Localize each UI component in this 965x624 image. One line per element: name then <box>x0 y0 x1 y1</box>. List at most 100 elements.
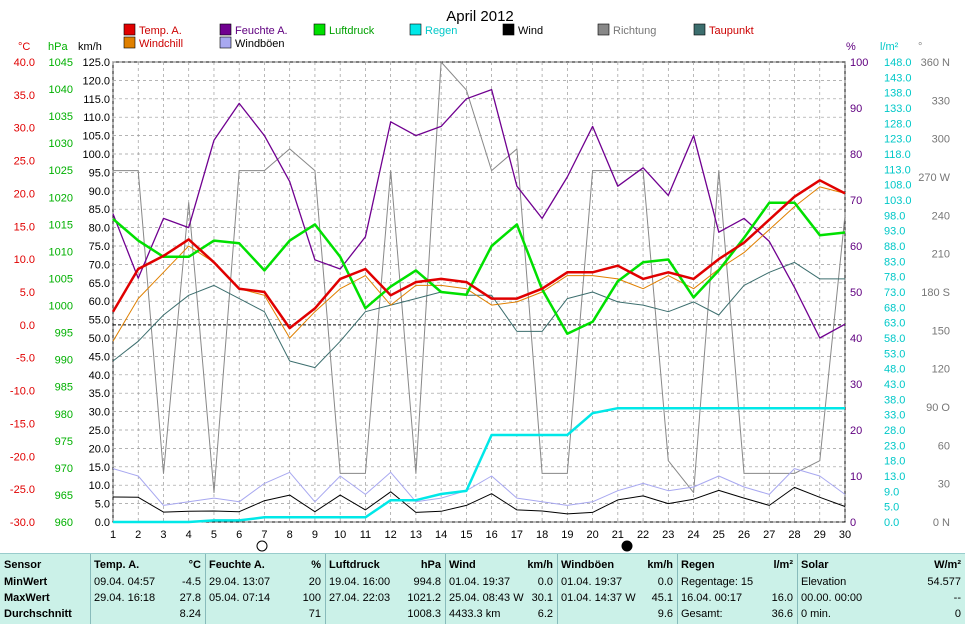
x-tick: 23 <box>662 529 674 541</box>
stats-cell-when: 01.04. 14:37 W <box>561 592 636 604</box>
direction-tick: 0 N <box>933 517 950 529</box>
stats-column-unit: hPa <box>420 559 441 571</box>
legend-swatch <box>219 36 232 49</box>
stats-cell: 25.04. 08:43 W 30.1 <box>449 591 553 606</box>
stats-cell-when: Regentage: 15 <box>681 576 754 588</box>
x-tick: 7 <box>261 529 267 541</box>
temp-tick: -10.0 <box>10 386 35 398</box>
stats-cell-when: 16.04. 00:17 <box>681 592 743 604</box>
x-tick: 2 <box>135 529 141 541</box>
stats-cell-value: 36.6 <box>771 608 793 620</box>
rain-tick: 43.0 <box>884 379 905 391</box>
legend-swatch <box>123 36 136 49</box>
stats-cell-value: 994.8 <box>413 576 441 588</box>
stats-cell-value: 16.0 <box>771 592 793 604</box>
rain-unit-label: l/m² <box>880 41 899 53</box>
stats-column: Regen l/m² Regentage: 15 16.04. 00:17 16.0 Ge… <box>677 554 798 624</box>
stats-column: Solar W/m² Elevation 54.577 00.00. 00:00 -- 0 … <box>797 554 965 624</box>
wind-tick: 15.0 <box>89 462 110 474</box>
x-tick: 28 <box>788 529 800 541</box>
stats-cell-value: 9.6 <box>657 608 673 620</box>
x-tick: 24 <box>687 529 699 541</box>
pressure-tick: 995 <box>55 328 73 340</box>
x-tick: 26 <box>738 529 750 541</box>
pressure-tick: 1005 <box>49 273 73 285</box>
rain-tick: 83.0 <box>884 256 905 268</box>
stats-column-header: Windböen km/h <box>561 558 673 573</box>
stats-cell: Gesamt: 36.6 <box>681 607 793 622</box>
axis-ticks: 40.035.030.025.020.015.010.05.00.0-5.0-1… <box>10 57 951 541</box>
stats-column-header: Solar W/m² <box>801 558 961 573</box>
x-tick: 5 <box>211 529 217 541</box>
x-tick: 19 <box>561 529 573 541</box>
stats-cell: 01.04. 19:37 0.0 <box>449 575 553 590</box>
stats-cell: 09.04. 04:57 -4.5 <box>94 575 201 590</box>
stats-cell: 27.04. 22:03 1021.2 <box>329 591 441 606</box>
rain-line <box>113 406 845 524</box>
pressure-tick: 975 <box>55 436 73 448</box>
stats-column-unit: km/h <box>647 559 673 571</box>
wind-tick: 90.0 <box>89 186 110 198</box>
stats-cell: 4433.3 km 6.2 <box>449 607 553 622</box>
wind-tick: 125.0 <box>82 57 110 69</box>
stats-row-labels: Sensor MinWert MaxWert Durchschnitt <box>0 554 91 624</box>
stats-cell: 0 min. 0 <box>801 607 961 622</box>
stats-column-header: Temp. A. °C <box>94 558 201 573</box>
stats-column: Luftdruck hPa 19.04. 16:00 994.8 27.04. 22:0… <box>325 554 446 624</box>
wind-tick: 40.0 <box>89 370 110 382</box>
temp-tick: 10.0 <box>14 254 35 266</box>
temp-line <box>111 179 846 330</box>
stats-cell: Regentage: 15 <box>681 575 793 590</box>
temp-tick: -30.0 <box>10 517 35 529</box>
gusts-line <box>112 468 846 506</box>
stats-cell-value: -4.5 <box>182 576 201 588</box>
stats-column-unit: W/m² <box>934 559 961 571</box>
x-tick: 14 <box>435 529 447 541</box>
legend-label: Regen <box>425 25 457 37</box>
rain-tick: 38.0 <box>884 394 905 406</box>
x-tick: 1 <box>110 529 116 541</box>
stats-cell-when: 29.04. 13:07 <box>209 576 271 588</box>
x-tick: 16 <box>485 529 497 541</box>
stats-cell-when: Gesamt: <box>681 608 723 620</box>
humidity-tick: 70 <box>850 195 862 207</box>
legend: Temp. A. Feuchte A. Luftdruck Regen Wind Rich… <box>123 23 754 50</box>
stats-cell: 29.04. 16:18 27.8 <box>94 591 201 606</box>
stats-cell-when: 00.00. 00:00 <box>801 592 863 604</box>
statistics-table: Sensor MinWert MaxWert Durchschnitt Temp. A.… <box>0 553 965 624</box>
stats-cell-when: 01.04. 19:37 <box>561 576 623 588</box>
stats-cell-value: 20 <box>308 576 321 588</box>
rain-tick: 93.0 <box>884 226 905 238</box>
stats-cell-value: 30.1 <box>531 592 553 604</box>
stats-cell-value: 45.1 <box>651 592 673 604</box>
rain-tick: 33.0 <box>884 410 905 422</box>
stats-cell-value: 0.0 <box>537 576 553 588</box>
legend-swatch <box>219 23 232 36</box>
stats-row-label: MaxWert <box>4 592 50 604</box>
direction-tick: 30 <box>938 479 950 491</box>
stats-column: Feuchte A.% 29.04. 13:07 20 05.04. 07:14 100… <box>205 554 326 624</box>
humidity-tick: 80 <box>850 149 862 161</box>
stats-column-header: Feuchte A.% <box>209 558 321 573</box>
stats-cell: Elevation 54.577 <box>801 575 961 590</box>
humidity-tick: 90 <box>850 103 862 115</box>
x-tick: 21 <box>612 529 624 541</box>
stats-column-header: Regen l/m² <box>681 558 793 573</box>
stats-cell-when: 01.04. 19:37 <box>449 576 511 588</box>
rain-tick: 0.0 <box>884 517 899 529</box>
rain-tick: 5.0 <box>884 502 899 514</box>
x-tick: 6 <box>236 529 242 541</box>
rain-tick: 68.0 <box>884 302 905 314</box>
pressure-unit-label: hPa <box>48 41 68 53</box>
pressure-tick: 980 <box>55 409 73 421</box>
x-tick: 8 <box>287 529 293 541</box>
direction-tick: 360 N <box>921 57 950 69</box>
temp-tick: 35.0 <box>14 90 35 102</box>
stats-cell: 16.04. 00:17 16.0 <box>681 591 793 606</box>
legend-swatch <box>693 23 706 36</box>
wind-tick: 65.0 <box>89 278 110 290</box>
rain-tick: 108.0 <box>884 180 912 192</box>
legend-swatch <box>409 23 422 36</box>
rain-tick: 23.0 <box>884 440 905 452</box>
stats-cell-value: 54.577 <box>927 576 961 588</box>
